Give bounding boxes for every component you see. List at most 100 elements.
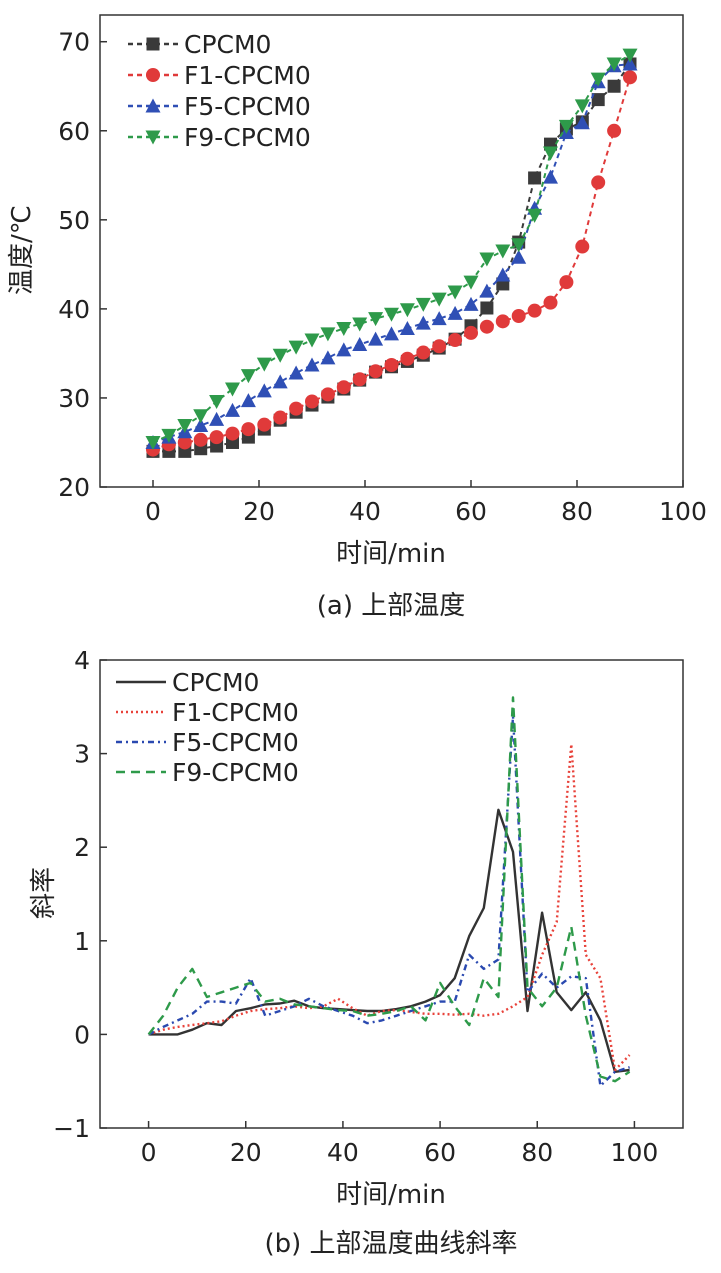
x-tick-label: 60 <box>424 1138 456 1167</box>
data-point-f1-cpcm0 <box>225 426 240 441</box>
data-point-cpcm0 <box>480 301 494 315</box>
data-point-f9-cpcm0 <box>558 119 574 134</box>
data-point-f9-cpcm0 <box>590 72 606 87</box>
x-tick-label: 40 <box>327 1138 359 1167</box>
data-point-f5-cpcm0 <box>511 249 527 264</box>
data-point-f5-cpcm0 <box>431 311 447 326</box>
data-point-cpcm0 <box>528 171 542 185</box>
data-point-f9-cpcm0 <box>606 57 622 72</box>
legend-label-f1-cpcm0: F1-CPCM0 <box>172 698 299 727</box>
data-point-f1-cpcm0 <box>464 325 478 340</box>
x-axis-label-b: 时间/min <box>336 1180 446 1210</box>
y-tick-label: 1 <box>74 927 90 956</box>
panel-a-upper-temperature: 0 20 40 60 80 100 20 30 40 50 60 70 CPCM0F1-CPCM0F5… <box>7 14 707 621</box>
x-tick-label: 0 <box>141 1138 157 1167</box>
data-point-f9-cpcm0 <box>272 348 288 363</box>
legend-label-f5-cpcm0: F5-CPCM0 <box>184 92 311 121</box>
series-group-a <box>145 48 638 458</box>
data-point-f1-cpcm0 <box>432 339 447 354</box>
y-tick-label: 4 <box>74 646 90 675</box>
data-point-f9-cpcm0 <box>145 435 161 450</box>
data-point-f5-cpcm0 <box>288 365 304 380</box>
data-point-f5-cpcm0 <box>225 402 240 417</box>
data-point-f9-cpcm0 <box>543 146 558 161</box>
data-point-f5-cpcm0 <box>479 283 495 298</box>
panel-b-slope: 0 20 40 60 80 100 −1 0 1 2 3 4 CPCM0F1-CPCM0F5-CPCM… <box>29 646 684 1259</box>
series-group-b <box>147 696 631 1088</box>
data-point-f1-cpcm0 <box>448 333 463 348</box>
data-point-f9-cpcm0 <box>527 208 543 223</box>
data-point-f9-cpcm0 <box>399 303 415 318</box>
data-point-f1-cpcm0 <box>352 372 367 387</box>
data-point-f5-cpcm0 <box>336 342 352 357</box>
data-point-f1-cpcm0 <box>368 364 383 379</box>
legend-marker-f5-cpcm0 <box>145 98 161 113</box>
data-point-f1-cpcm0 <box>479 319 494 334</box>
legend-label-f1-cpcm0: F1-CPCM0 <box>184 61 311 90</box>
data-point-f1-cpcm0 <box>495 314 510 329</box>
data-point-f5-cpcm0 <box>256 383 272 398</box>
data-point-f5-cpcm0 <box>368 331 384 346</box>
x-tick-label: 20 <box>230 1138 262 1167</box>
axis-ticks-a: 0 20 40 60 80 100 20 30 40 50 60 70 <box>58 28 707 526</box>
legend-label-f9-cpcm0: F9-CPCM0 <box>172 758 299 787</box>
x-tick-label: 100 <box>611 1138 659 1167</box>
x-tick-label: 80 <box>561 497 593 526</box>
legend-label-f5-cpcm0: F5-CPCM0 <box>172 728 299 757</box>
data-point-f9-cpcm0 <box>177 419 193 434</box>
data-point-f1-cpcm0 <box>209 430 224 445</box>
data-point-f9-cpcm0 <box>495 244 511 259</box>
data-point-f9-cpcm0 <box>384 307 399 322</box>
data-point-f9-cpcm0 <box>511 238 527 253</box>
data-point-f9-cpcm0 <box>415 297 431 312</box>
data-point-f9-cpcm0 <box>193 409 209 424</box>
data-point-f5-cpcm0 <box>399 320 415 335</box>
data-point-f1-cpcm0 <box>320 387 335 402</box>
data-point-f9-cpcm0 <box>225 382 240 397</box>
series-line-cpcm0 <box>148 808 630 1074</box>
data-point-f9-cpcm0 <box>336 321 352 336</box>
data-point-f5-cpcm0 <box>304 357 320 372</box>
data-point-f1-cpcm0 <box>511 309 526 324</box>
y-tick-label: 30 <box>58 384 90 413</box>
data-point-f9-cpcm0 <box>447 285 463 300</box>
y-tick-label: 70 <box>58 28 90 57</box>
data-point-f1-cpcm0 <box>400 351 415 366</box>
data-point-f9-cpcm0 <box>161 428 177 443</box>
data-point-f9-cpcm0 <box>240 369 256 384</box>
y-tick-label: 3 <box>74 740 90 769</box>
data-point-f1-cpcm0 <box>289 401 304 416</box>
y-axis-label-a: 温度/℃ <box>7 205 37 295</box>
series-line-f5-cpcm0 <box>148 715 630 1088</box>
plot-frame-b <box>99 659 684 1129</box>
data-point-f1-cpcm0 <box>559 275 574 290</box>
data-point-f1-cpcm0 <box>273 410 288 425</box>
data-point-f9-cpcm0 <box>352 317 368 332</box>
data-point-f1-cpcm0 <box>591 175 606 190</box>
data-point-f1-cpcm0 <box>305 394 319 409</box>
data-point-f1-cpcm0 <box>241 422 256 437</box>
data-point-f5-cpcm0 <box>193 418 209 433</box>
data-point-f5-cpcm0 <box>272 374 288 389</box>
data-point-f1-cpcm0 <box>607 123 622 138</box>
caption-b: (b) 上部温度曲线斜率 <box>264 1229 517 1259</box>
axis-ticks-b: 0 20 40 60 80 100 −1 0 1 2 3 4 <box>53 646 658 1167</box>
data-point-f5-cpcm0 <box>543 169 558 184</box>
legend-label-f9-cpcm0: F9-CPCM0 <box>184 123 311 152</box>
data-point-f9-cpcm0 <box>320 327 336 342</box>
data-point-f9-cpcm0 <box>431 292 447 307</box>
data-point-f9-cpcm0 <box>574 99 590 114</box>
data-point-f5-cpcm0 <box>463 296 479 311</box>
data-point-f9-cpcm0 <box>304 333 320 348</box>
data-point-f1-cpcm0 <box>384 357 399 372</box>
legend-label-cpcm0: CPCM0 <box>172 668 259 697</box>
y-tick-label: 40 <box>58 295 90 324</box>
y-tick-label: 50 <box>58 206 90 235</box>
legend-marker-f9-cpcm0 <box>145 130 161 145</box>
y-tick-label: 60 <box>58 117 90 146</box>
y-tick-label: 20 <box>58 473 90 502</box>
series-line-f1-cpcm0 <box>148 743 631 1072</box>
